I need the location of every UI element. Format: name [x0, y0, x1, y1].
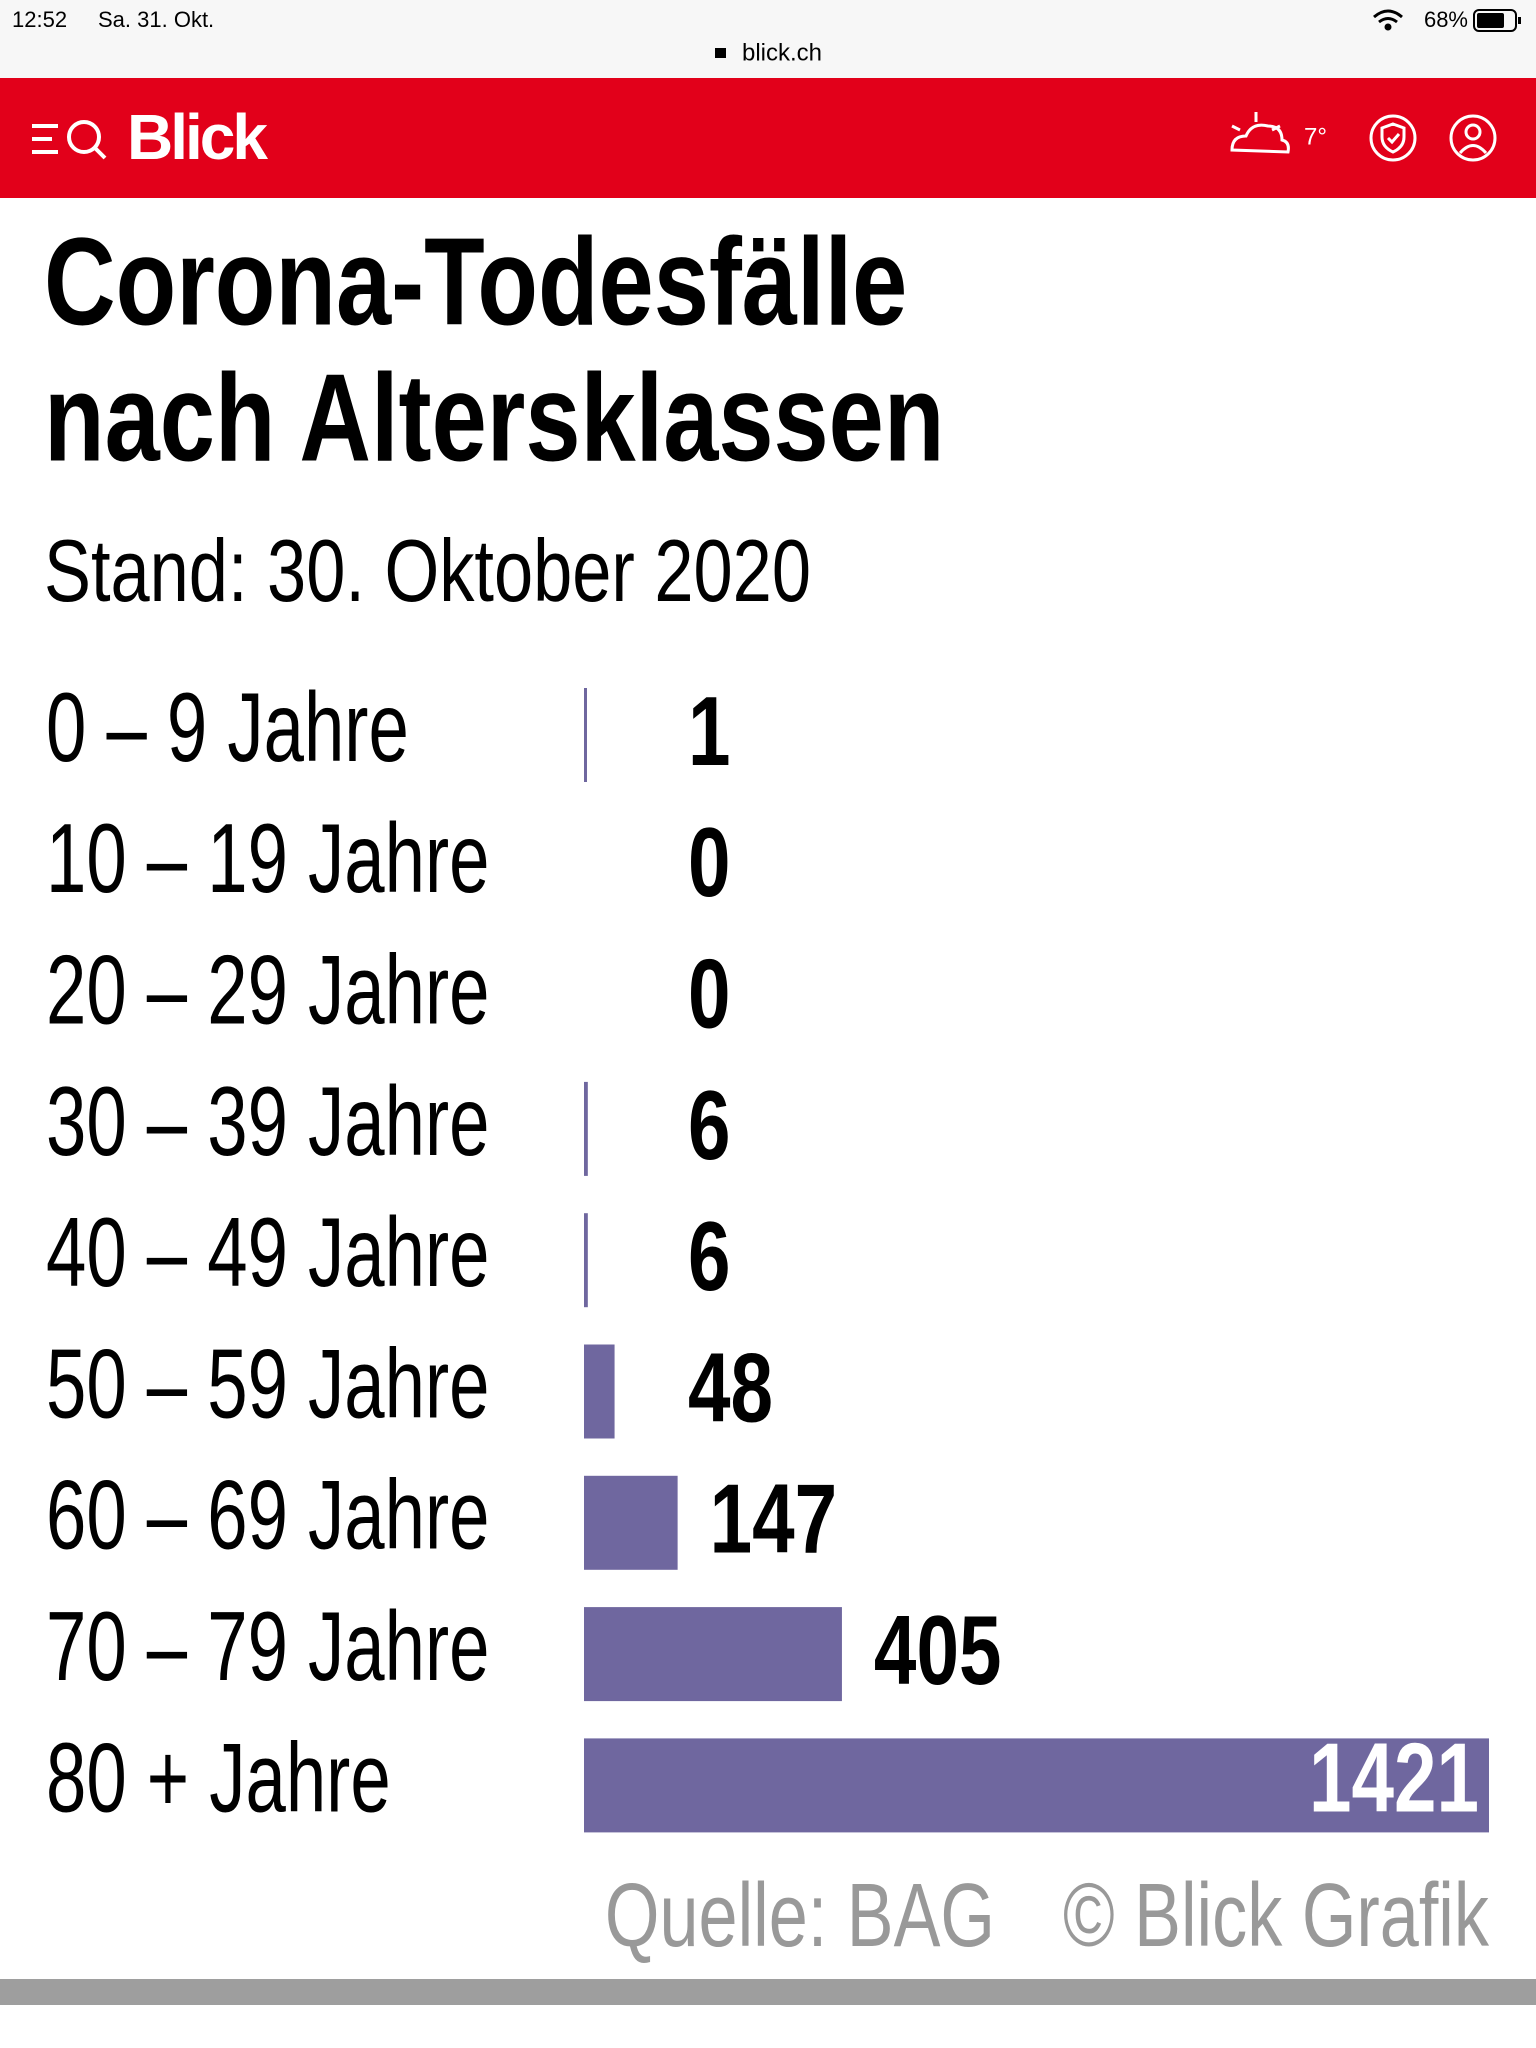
- source: Quelle: BAG: [605, 1865, 995, 1965]
- value-label: 6: [688, 1070, 731, 1180]
- value-label: 405: [874, 1595, 1002, 1705]
- category-label: 30 – 39 Jahre: [46, 1067, 489, 1176]
- value-label: 6: [688, 1201, 731, 1311]
- category-label: 70 – 79 Jahre: [46, 1592, 489, 1701]
- value-label: 0: [688, 938, 731, 1048]
- bar: [584, 1475, 678, 1570]
- value-label: 1421: [1309, 1722, 1479, 1832]
- status-date: Sa. 31. Okt.: [98, 7, 214, 32]
- temperature: 7°: [1304, 123, 1327, 150]
- shield-button[interactable]: [1369, 114, 1417, 162]
- weather-icon[interactable]: [1230, 112, 1290, 154]
- category-label: 60 – 69 Jahre: [46, 1461, 489, 1570]
- bar: [584, 1213, 588, 1308]
- lock-icon: [715, 48, 726, 58]
- value-label: 48: [688, 1332, 773, 1442]
- source: © Blick Grafik: [1063, 1865, 1490, 1965]
- category-label: 0 – 9 Jahre: [46, 673, 409, 782]
- category-label: 40 – 49 Jahre: [46, 1199, 489, 1308]
- account-button[interactable]: [1449, 114, 1497, 162]
- bar: [584, 1081, 588, 1176]
- category-label: 10 – 19 Jahre: [46, 805, 489, 914]
- chart-title: nach Altersklassen: [44, 348, 944, 487]
- battery-level: 68%: [1424, 7, 1468, 32]
- wifi-icon: [1373, 9, 1403, 31]
- chart-title: Corona-Todesfälle: [44, 212, 907, 351]
- status-time: 12:52: [12, 7, 67, 32]
- menu-search-button[interactable]: [32, 120, 107, 160]
- category-label: 80 + Jahre: [46, 1724, 391, 1833]
- bar: [584, 1738, 1489, 1833]
- status-bar: [0, 0, 1536, 78]
- category-label: 50 – 59 Jahre: [46, 1330, 489, 1439]
- footer-rule: [0, 1979, 1536, 2005]
- logo[interactable]: Blick: [127, 101, 271, 173]
- battery-icon: [1473, 9, 1521, 32]
- value-label: 0: [688, 807, 731, 917]
- url[interactable]: blick.ch: [742, 39, 822, 66]
- value-label: 147: [710, 1463, 838, 1573]
- bar: [584, 1607, 842, 1702]
- header-bar: [0, 78, 1536, 198]
- chart-subtitle: Stand: 30. Oktober 2020: [44, 522, 811, 620]
- category-label: 20 – 29 Jahre: [46, 936, 489, 1045]
- value-label: 1: [688, 676, 731, 786]
- bar: [584, 688, 587, 782]
- bar: [584, 1344, 615, 1439]
